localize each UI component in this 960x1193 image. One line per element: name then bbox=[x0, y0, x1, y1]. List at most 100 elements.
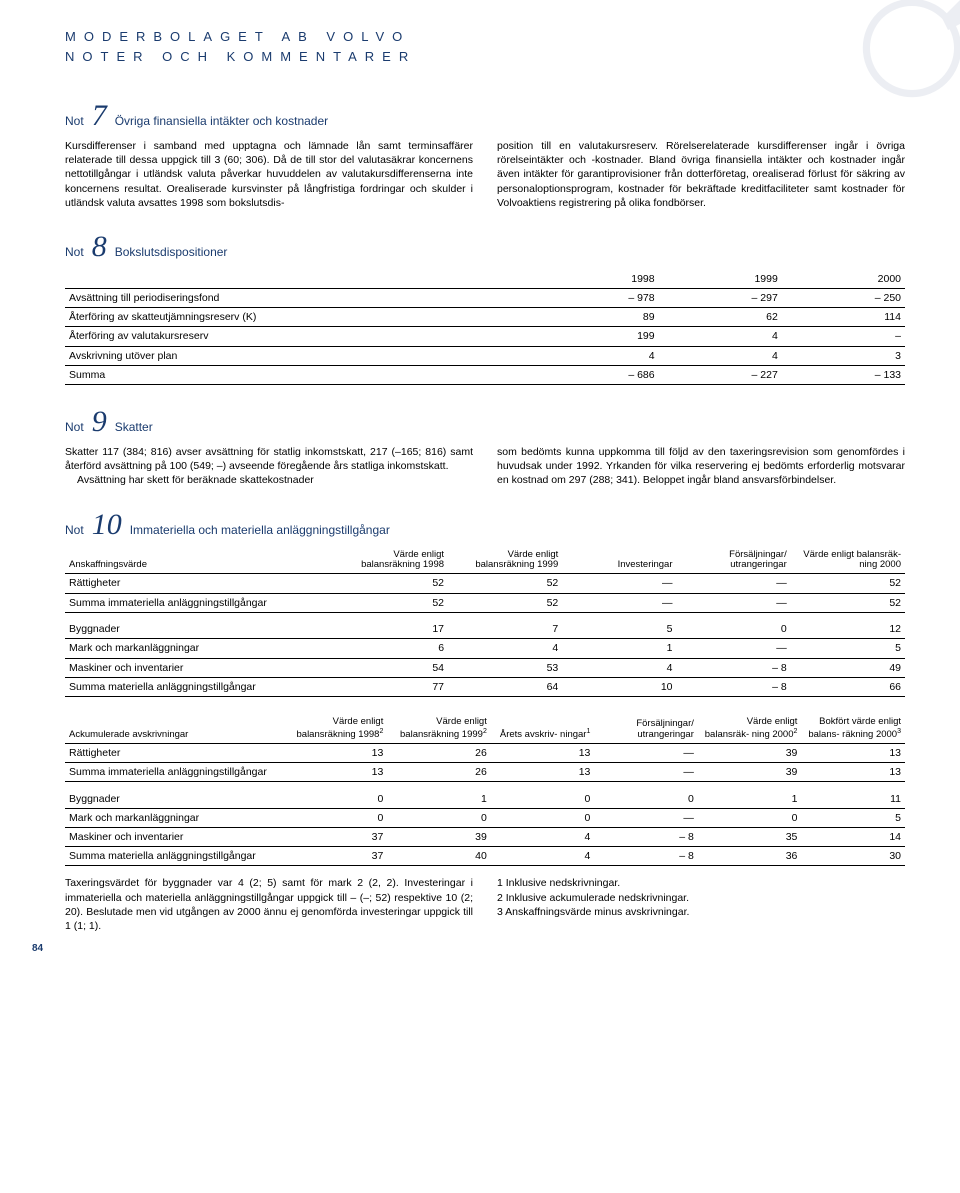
note9-title: Skatter bbox=[115, 419, 153, 435]
cell: — bbox=[677, 574, 791, 593]
note-9: Not 9 Skatter Skatter 117 (384; 816) avs… bbox=[65, 407, 905, 488]
cell: 26 bbox=[387, 743, 491, 762]
cell: 13 bbox=[801, 763, 905, 782]
cell: Byggnader bbox=[65, 790, 284, 809]
table-ackumulerade-avskrivningar: Ackumulerade avskrivningarVärde enligt b… bbox=[65, 715, 905, 867]
cell: 49 bbox=[791, 658, 905, 677]
cell: 39 bbox=[698, 743, 802, 762]
cell: 4 bbox=[535, 346, 658, 365]
cell: 4 bbox=[659, 346, 782, 365]
note8-title: Bokslutsdispositioner bbox=[115, 244, 228, 260]
cell: 53 bbox=[448, 658, 562, 677]
cell: 66 bbox=[791, 677, 905, 696]
note-8: Not 8 Bokslutsdispositioner 199819992000… bbox=[65, 232, 905, 385]
cell: — bbox=[594, 763, 698, 782]
cell: 30 bbox=[801, 847, 905, 866]
cell: 6 bbox=[334, 639, 448, 658]
col-header: Årets avskriv- ningar1 bbox=[491, 715, 595, 744]
cell: 0 bbox=[284, 808, 388, 827]
col-header: Värde enligt balansräkning 19992 bbox=[387, 715, 491, 744]
cell: 5 bbox=[791, 639, 905, 658]
cell: 199 bbox=[535, 327, 658, 346]
col-header: Försäljningar/ utrangeringar bbox=[677, 548, 791, 574]
cell: 62 bbox=[659, 308, 782, 327]
cell: 13 bbox=[801, 743, 905, 762]
col-header: Värde enligt balansräkning 1998 bbox=[334, 548, 448, 574]
footnote-line: 2 Inklusive ackumulerade nedskrivningar. bbox=[497, 891, 905, 905]
cell: 17 bbox=[334, 620, 448, 639]
cell: – 227 bbox=[659, 365, 782, 384]
cell: – 8 bbox=[594, 828, 698, 847]
cell: 4 bbox=[491, 847, 595, 866]
cell: – bbox=[782, 327, 905, 346]
note9-number: 9 bbox=[92, 407, 107, 437]
cell: 1 bbox=[698, 790, 802, 809]
col-header: 2000 bbox=[782, 270, 905, 289]
cell: 13 bbox=[284, 763, 388, 782]
table-bokslutsdispositioner: 199819992000 Avsättning till periodiseri… bbox=[65, 270, 905, 385]
cell: Mark och markanläggningar bbox=[65, 808, 284, 827]
cell: Avsättning till periodiseringsfond bbox=[65, 289, 535, 308]
cell: 52 bbox=[334, 574, 448, 593]
note7-text-left: Kursdifferenser i samband med upptagna o… bbox=[65, 139, 473, 210]
cell: Återföring av skatteutjämningsreserv (K) bbox=[65, 308, 535, 327]
cell: — bbox=[677, 639, 791, 658]
cell: Byggnader bbox=[65, 620, 334, 639]
cell: – 8 bbox=[677, 677, 791, 696]
cell: 39 bbox=[698, 763, 802, 782]
cell: – 978 bbox=[535, 289, 658, 308]
cell: — bbox=[562, 593, 676, 612]
col-header bbox=[65, 270, 535, 289]
cell: 26 bbox=[387, 763, 491, 782]
cell: 36 bbox=[698, 847, 802, 866]
cell: 13 bbox=[284, 743, 388, 762]
col-header: 1999 bbox=[659, 270, 782, 289]
cell: Rättigheter bbox=[65, 574, 334, 593]
cell: Mark och markanläggningar bbox=[65, 639, 334, 658]
cell: 114 bbox=[782, 308, 905, 327]
cell: 89 bbox=[535, 308, 658, 327]
cell: 0 bbox=[594, 790, 698, 809]
cell: 5 bbox=[801, 808, 905, 827]
cell: – 8 bbox=[594, 847, 698, 866]
header-section: NOTER OCH KOMMENTARER bbox=[65, 48, 905, 66]
col-header: Bokfört värde enligt balans- räkning 200… bbox=[801, 715, 905, 744]
cell: 52 bbox=[448, 593, 562, 612]
note-7: Not 7 Övriga finansiella intäkter och ko… bbox=[65, 101, 905, 210]
note9-text-left-1: Skatter 117 (384; 816) avser avsättning … bbox=[65, 445, 473, 473]
footnote-left: Taxeringsvärdet för byggnader var 4 (2; … bbox=[65, 876, 473, 933]
cell: Summa bbox=[65, 365, 535, 384]
cell: – 133 bbox=[782, 365, 905, 384]
cell: 0 bbox=[698, 808, 802, 827]
cell: — bbox=[594, 743, 698, 762]
col-header: Värde enligt balansräkning 1999 bbox=[448, 548, 562, 574]
note10-title: Immateriella och materiella anläggningst… bbox=[130, 522, 390, 538]
note-10: Not 10 Immateriella och materiella anläg… bbox=[65, 510, 905, 934]
cell: 77 bbox=[334, 677, 448, 696]
cell: 0 bbox=[284, 790, 388, 809]
cell: Maskiner och inventarier bbox=[65, 658, 334, 677]
cell: 52 bbox=[791, 593, 905, 612]
note9-text-left-2: Avsättning har skett för beräknade skatt… bbox=[65, 473, 473, 487]
note9-prefix: Not bbox=[65, 419, 84, 435]
cell: – 297 bbox=[659, 289, 782, 308]
cell: 52 bbox=[334, 593, 448, 612]
cell: — bbox=[677, 593, 791, 612]
footnote-line: 1 Inklusive nedskrivningar. bbox=[497, 876, 905, 890]
cell: Återföring av valutakursreserv bbox=[65, 327, 535, 346]
cell: 4 bbox=[491, 828, 595, 847]
col-header: Värde enligt balansräkning 19982 bbox=[284, 715, 388, 744]
col-header: Ackumulerade avskrivningar bbox=[65, 715, 284, 744]
cell: 4 bbox=[562, 658, 676, 677]
cell: – 250 bbox=[782, 289, 905, 308]
col-header: Försäljningar/ utrangeringar bbox=[594, 715, 698, 744]
cell: 35 bbox=[698, 828, 802, 847]
col-header: Värde enligt balansräk- ning 20002 bbox=[698, 715, 802, 744]
cell: 4 bbox=[448, 639, 562, 658]
cell: 7 bbox=[448, 620, 562, 639]
cell: 13 bbox=[491, 763, 595, 782]
note8-prefix: Not bbox=[65, 244, 84, 260]
cell: 52 bbox=[791, 574, 905, 593]
cell: 0 bbox=[491, 808, 595, 827]
col-header: Anskaffningsvärde bbox=[65, 548, 334, 574]
